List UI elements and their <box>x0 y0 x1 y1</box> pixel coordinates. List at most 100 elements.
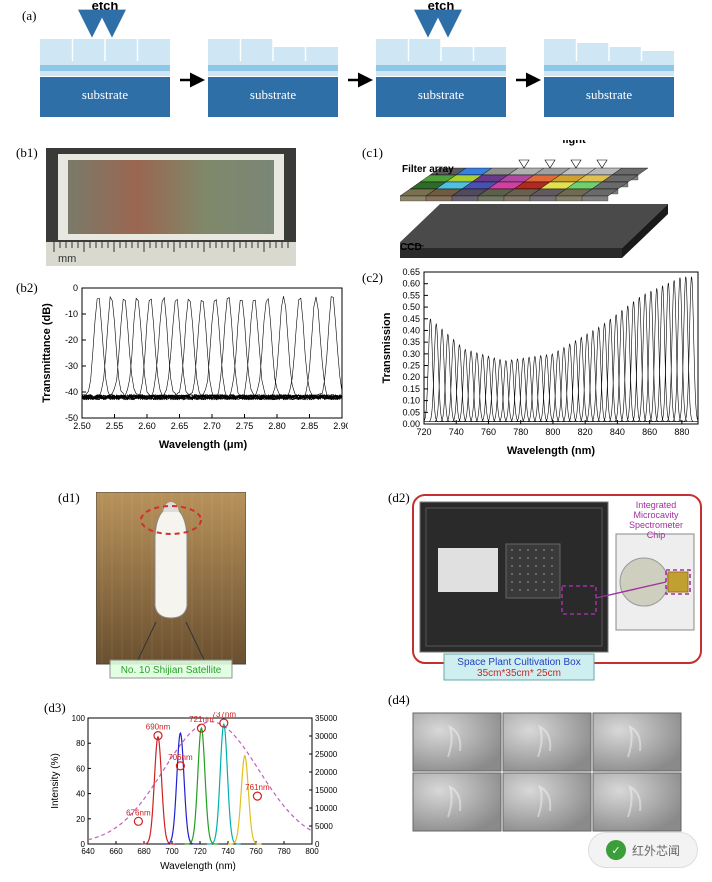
svg-text:0: 0 <box>81 840 86 849</box>
svg-text:2.90: 2.90 <box>333 421 348 431</box>
svg-text:25000: 25000 <box>315 750 338 759</box>
svg-text:0.45: 0.45 <box>402 314 420 324</box>
svg-text:15000: 15000 <box>315 786 338 795</box>
panel-b1-svg: mm <box>46 148 296 266</box>
svg-text:820: 820 <box>578 427 593 437</box>
svg-text:No. 10 Shijian Satellite: No. 10 Shijian Satellite <box>121 665 222 676</box>
panel-d3: 6406606807007207407607808000204060801000… <box>48 712 348 872</box>
panel-d3-svg: 6406606807007207407607808000204060801000… <box>48 712 348 872</box>
svg-text:676nm: 676nm <box>126 808 151 817</box>
svg-text:840: 840 <box>610 427 625 437</box>
svg-text:100: 100 <box>72 714 86 723</box>
svg-text:0.25: 0.25 <box>402 361 420 371</box>
watermark-icon: ✓ <box>606 840 626 860</box>
panel-d2: IntegratedMicrocavitySpectrometerChip Spa… <box>412 494 702 684</box>
svg-text:780: 780 <box>277 847 291 856</box>
svg-text:CCD: CCD <box>400 242 422 253</box>
svg-text:mm: mm <box>58 253 76 265</box>
svg-text:Wavelength (μm): Wavelength (μm) <box>159 439 248 451</box>
svg-text:706nm: 706nm <box>168 753 193 762</box>
svg-text:substrate: substrate <box>250 87 296 102</box>
svg-text:660: 660 <box>109 847 123 856</box>
svg-text:800: 800 <box>545 427 560 437</box>
svg-text:0.30: 0.30 <box>402 349 420 359</box>
svg-text:light: light <box>562 140 586 146</box>
svg-text:780: 780 <box>513 427 528 437</box>
panel-a-svg: substrate etch substrate substrate etch subst… <box>20 2 690 132</box>
svg-text:0.40: 0.40 <box>402 325 420 335</box>
svg-text:Space Plant Cultivation Box: Space Plant Cultivation Box <box>457 657 580 668</box>
svg-text:700: 700 <box>165 847 179 856</box>
svg-text:substrate: substrate <box>418 87 464 102</box>
svg-text:Microcavity: Microcavity <box>633 510 679 520</box>
svg-text:-40: -40 <box>65 387 78 397</box>
svg-text:0.00: 0.00 <box>402 419 420 429</box>
svg-text:35000: 35000 <box>315 714 338 723</box>
label-c2: (c2) <box>362 270 383 286</box>
svg-text:10000: 10000 <box>315 804 338 813</box>
svg-text:substrate: substrate <box>586 87 632 102</box>
svg-text:etch: etch <box>92 2 119 13</box>
svg-text:0: 0 <box>315 840 320 849</box>
svg-text:-20: -20 <box>65 335 78 345</box>
svg-text:860: 860 <box>642 427 657 437</box>
svg-text:0.35: 0.35 <box>402 337 420 347</box>
svg-text:Chip: Chip <box>647 530 666 540</box>
svg-text:2.80: 2.80 <box>268 421 286 431</box>
svg-text:0.60: 0.60 <box>402 279 420 289</box>
label-b2: (b2) <box>16 280 38 296</box>
label-d3: (d3) <box>44 700 66 716</box>
svg-text:0.05: 0.05 <box>402 407 420 417</box>
svg-text:761nm: 761nm <box>245 783 270 792</box>
watermark-text: 红外芯闻 <box>632 842 680 859</box>
svg-text:2.65: 2.65 <box>171 421 189 431</box>
svg-text:Transmission: Transmission <box>381 312 393 383</box>
svg-text:880: 880 <box>674 427 689 437</box>
svg-text:760: 760 <box>481 427 496 437</box>
svg-text:Spectrometer: Spectrometer <box>629 520 683 530</box>
svg-text:680: 680 <box>137 847 151 856</box>
svg-text:20: 20 <box>76 815 85 824</box>
svg-text:0: 0 <box>73 283 78 293</box>
svg-text:0.20: 0.20 <box>402 372 420 382</box>
panel-a: substrate etch substrate substrate etch subst… <box>20 2 690 132</box>
svg-text:40: 40 <box>76 790 85 799</box>
svg-text:80: 80 <box>76 739 85 748</box>
svg-text:737nm: 737nm <box>212 712 237 719</box>
svg-text:0.10: 0.10 <box>402 396 420 406</box>
svg-text:0.55: 0.55 <box>402 290 420 300</box>
svg-text:2.60: 2.60 <box>138 421 156 431</box>
label-d2: (d2) <box>388 490 410 506</box>
svg-text:-30: -30 <box>65 361 78 371</box>
svg-text:substrate: substrate <box>82 87 128 102</box>
label-d4: (d4) <box>388 692 410 708</box>
svg-text:690nm: 690nm <box>146 723 171 732</box>
svg-text:720: 720 <box>193 847 207 856</box>
svg-text:0.65: 0.65 <box>402 268 420 277</box>
svg-text:Integrated: Integrated <box>636 500 677 510</box>
label-d1: (d1) <box>58 490 80 506</box>
svg-text:0.50: 0.50 <box>402 302 420 312</box>
svg-text:Intensity (%): Intensity (%) <box>50 753 61 809</box>
svg-text:740: 740 <box>449 427 464 437</box>
svg-text:721nm: 721nm <box>189 715 214 724</box>
svg-text:etch: etch <box>428 2 455 13</box>
svg-text:2.70: 2.70 <box>203 421 221 431</box>
svg-text:60: 60 <box>76 764 85 773</box>
panel-c2: 7207407607808008208408608800.000.050.100… <box>378 268 704 458</box>
svg-text:0.15: 0.15 <box>402 384 420 394</box>
svg-text:Wavelength (nm): Wavelength (nm) <box>507 445 596 457</box>
svg-text:-50: -50 <box>65 413 78 423</box>
svg-text:30000: 30000 <box>315 732 338 741</box>
panel-b2: 2.502.552.602.652.702.752.802.852.900-10… <box>38 282 348 452</box>
panel-c1-svg: light Filter array CCD <box>400 140 690 270</box>
svg-text:-10: -10 <box>65 309 78 319</box>
svg-text:2.55: 2.55 <box>106 421 124 431</box>
panel-d4 <box>412 712 682 832</box>
svg-text:Wavelength (nm): Wavelength (nm) <box>160 861 236 872</box>
label-c1: (c1) <box>362 145 383 161</box>
panel-d2-svg: IntegratedMicrocavitySpectrometerChip Spa… <box>412 494 702 684</box>
svg-text:Filter array: Filter array <box>402 164 454 175</box>
svg-text:740: 740 <box>221 847 235 856</box>
svg-text:35cm*35cm* 25cm: 35cm*35cm* 25cm <box>477 668 561 679</box>
